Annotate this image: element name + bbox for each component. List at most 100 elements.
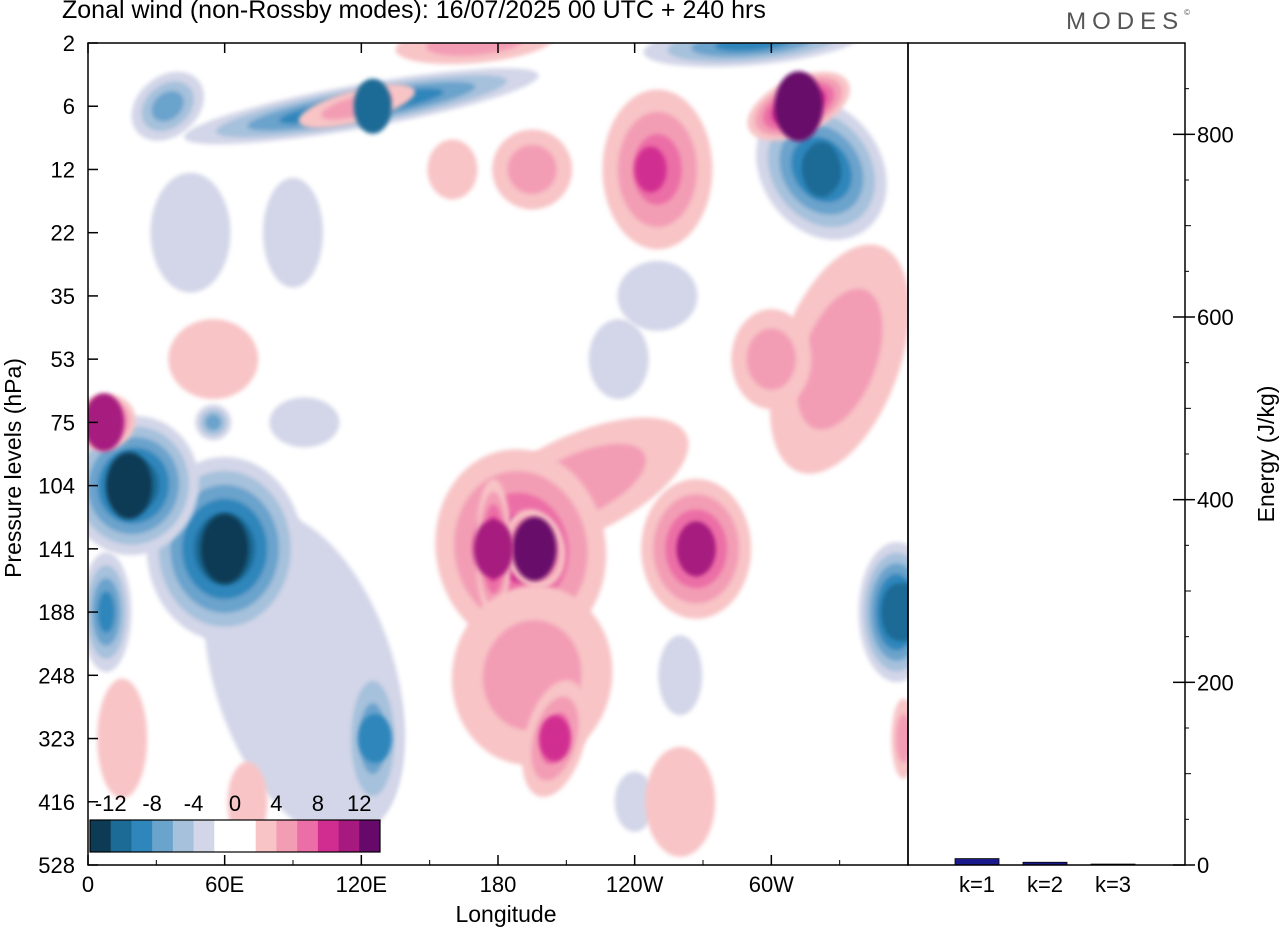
- negative-contour-region: [131, 71, 204, 141]
- colorbar-swatch: [152, 820, 174, 852]
- contour-band: [205, 414, 222, 431]
- contour-band: [395, 43, 555, 65]
- energy-tick-label: 200: [1197, 670, 1234, 695]
- y-tick-label: 12: [51, 157, 75, 182]
- negative-contour-region: [617, 260, 698, 331]
- contour-band: [796, 288, 883, 430]
- negative-contour-region: [88, 552, 132, 673]
- contour-band: [97, 591, 115, 633]
- colorbar-label: -4: [184, 791, 204, 816]
- negative-contour-region: [658, 635, 703, 716]
- energy-tick-label: 400: [1197, 488, 1234, 513]
- wind-extremum: [353, 78, 392, 134]
- wind-extremum: [634, 146, 667, 193]
- chart-title: Zonal wind (non-Rossby modes): 16/07/202…: [62, 0, 766, 24]
- contour-band: [614, 771, 655, 832]
- contour-band: [168, 319, 259, 400]
- colorbar-swatch: [359, 820, 381, 852]
- contour-band: [714, 43, 792, 52]
- x-tick-label: 120E: [336, 872, 387, 897]
- colorbar-swatch: [172, 820, 195, 852]
- bar-panel-frame: [907, 42, 1186, 866]
- energy-bar-label: k=1: [959, 872, 995, 897]
- negative-contour-region: [150, 172, 231, 293]
- energy-bar-label: k=2: [1027, 872, 1063, 897]
- colorbar-swatch: [255, 820, 277, 852]
- negative-contour-region: [195, 404, 232, 441]
- colorbar-swatch: [193, 820, 215, 852]
- positive-contour-region: [645, 746, 716, 857]
- y-tick-label: 53: [51, 347, 75, 372]
- wind-extremum: [774, 71, 823, 142]
- y-tick-label: 188: [38, 600, 75, 625]
- positive-contour-region: [891, 698, 908, 779]
- colorbar-frame: [89, 819, 381, 853]
- energy-tick-label: 0: [1197, 853, 1209, 878]
- negative-contour-region: [588, 319, 649, 400]
- y-tick-label: 528: [38, 853, 75, 878]
- x-tick-label: 0: [82, 872, 94, 897]
- positive-contour-region: [492, 129, 573, 210]
- contour-band: [151, 90, 184, 122]
- contour-band: [588, 319, 649, 400]
- colorbar-swatch: [214, 820, 236, 852]
- contour-band: [658, 635, 703, 716]
- colorbar-swatch: [110, 820, 132, 852]
- wind-contour-field: [88, 43, 908, 857]
- colorbar-label: 12: [347, 791, 371, 816]
- x-axis-label: Longitude: [455, 901, 556, 927]
- x-tick-label: 60E: [205, 872, 244, 897]
- positive-contour-region: [395, 43, 555, 65]
- contour-band: [427, 139, 478, 200]
- colorbar-swatch: [297, 820, 319, 852]
- energy-bar: [954, 858, 1000, 866]
- wind-extremum: [538, 715, 571, 762]
- colorbar-label: 0: [229, 791, 241, 816]
- wind-extremum: [677, 521, 716, 577]
- energy-bars: [954, 858, 1136, 866]
- y-tick-label: 248: [38, 663, 75, 688]
- brand-text: MODES: [1066, 8, 1185, 35]
- colorbar-swatch: [235, 820, 257, 852]
- contour-band: [263, 177, 323, 288]
- colorbar-swatch: [338, 820, 360, 852]
- wind-extremum: [106, 452, 152, 520]
- wind-extremum: [883, 583, 908, 642]
- positive-contour-region: [97, 678, 148, 799]
- colorbar-label: -12: [95, 791, 127, 816]
- colorbar-label: -8: [142, 791, 162, 816]
- negative-contour-region: [614, 771, 655, 832]
- energy-bar-label: k=3: [1095, 872, 1131, 897]
- wind-extremum: [200, 513, 249, 584]
- colorbar-swatch: [131, 820, 153, 852]
- contour-band: [746, 328, 796, 390]
- wind-extremum: [473, 519, 514, 578]
- contour-band: [507, 144, 557, 195]
- wind-extremum: [358, 714, 392, 764]
- wind-extremum: [512, 516, 557, 581]
- energy-tick-label: 800: [1197, 122, 1234, 147]
- colorbar-swatch: [276, 820, 298, 852]
- wind-extremum: [802, 141, 841, 197]
- contour-band: [97, 678, 148, 799]
- negative-contour-region: [269, 397, 340, 448]
- y-tick-label: 104: [38, 474, 75, 499]
- contour-band: [645, 746, 716, 857]
- positive-contour-region: [731, 309, 812, 410]
- y-tick-label: 6: [63, 94, 75, 119]
- y-tick-label: 75: [51, 410, 75, 435]
- y-axis-label: Pressure levels (hPa): [0, 358, 26, 578]
- positive-contour-region: [427, 139, 478, 200]
- energy-tick-label: 600: [1197, 305, 1234, 330]
- colorbar-swatch: [317, 820, 340, 852]
- colorbar-label: 8: [312, 791, 324, 816]
- y-tick-label: 35: [51, 284, 75, 309]
- x-tick-label: 120W: [606, 872, 664, 897]
- energy-axis-label: Energy (J/kg): [1253, 386, 1279, 523]
- y-tick-label: 22: [51, 221, 75, 246]
- contour-band: [269, 397, 340, 448]
- colorbar-label: 4: [270, 791, 282, 816]
- colorbar: -12 -8 -4 0 4 8 12: [89, 791, 381, 853]
- contour-band: [150, 172, 231, 293]
